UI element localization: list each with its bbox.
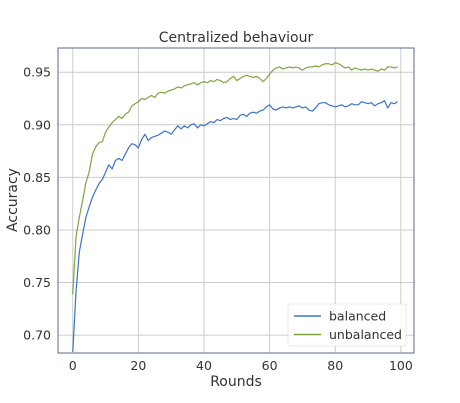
series-lines	[72, 62, 398, 352]
legend-label-unbalanced: unbalanced	[329, 327, 402, 342]
legend-box	[287, 303, 407, 347]
y-tick-label: 0.90	[23, 117, 51, 132]
y-tick-label: 0.70	[23, 328, 51, 343]
legend: balanced unbalanced	[287, 303, 407, 347]
plot-frame	[57, 47, 415, 354]
series-line-balanced	[72, 99, 398, 352]
x-tick-label: 80	[327, 358, 343, 373]
y-tick-label: 0.95	[23, 65, 51, 80]
x-axis-label: Rounds	[210, 374, 262, 390]
x-tick-label: 40	[196, 358, 212, 373]
y-axis-ticks: 0.70 0.75 0.80 0.85 0.90 0.95	[23, 65, 51, 343]
x-tick-label: 20	[130, 358, 146, 373]
x-tick-label: 0	[69, 358, 77, 373]
x-axis-ticks: 0 20 40 60 80 100	[69, 358, 413, 373]
y-tick-label: 0.75	[23, 275, 51, 290]
grid-lines	[58, 48, 414, 353]
series-line-unbalanced	[72, 62, 398, 295]
y-tick-label: 0.85	[23, 170, 51, 185]
legend-label-balanced: balanced	[329, 309, 386, 324]
y-axis-label: Accuracy	[5, 168, 21, 232]
chart-title: Centralized behaviour	[159, 30, 314, 46]
x-tick-label: 60	[262, 358, 278, 373]
x-tick-label: 100	[389, 358, 413, 373]
y-tick-label: 0.80	[23, 222, 51, 237]
